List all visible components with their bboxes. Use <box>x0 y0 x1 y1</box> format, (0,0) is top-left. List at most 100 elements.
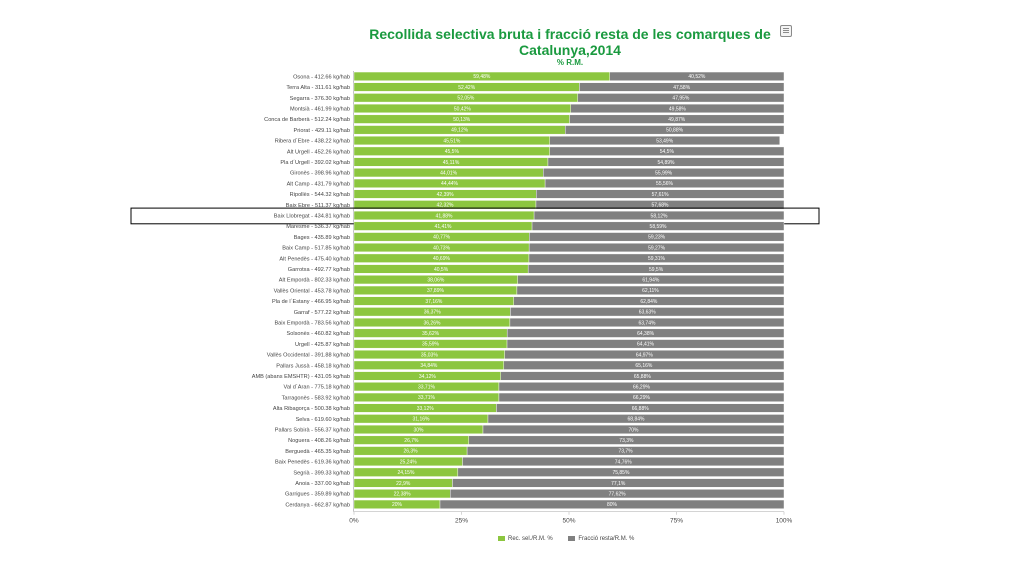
data-label-fraccio-resta: 66,29% <box>633 395 651 401</box>
export-icon[interactable] <box>780 25 792 37</box>
bar-fraccio-resta <box>531 221 785 231</box>
data-label-rec-sel: 40,69% <box>433 256 451 262</box>
data-label-rec-sel: 35,59% <box>422 342 440 348</box>
data-label-rec-sel: 41,88% <box>436 213 454 219</box>
data-label-rec-sel: 30% <box>413 427 424 433</box>
data-label-fraccio-resta: 65,88% <box>634 374 652 380</box>
category-label: AMB (abans EMSHTR) - 431.05 kg/hab <box>252 374 350 380</box>
category-label: Cerdanya - 662.87 kg/hab <box>285 502 350 508</box>
category-label: Alt Camp - 431.79 kg/hab <box>287 181 350 187</box>
bar-fraccio-resta <box>535 200 785 210</box>
category-label: Baix Penedès - 619.36 kg/hab <box>275 460 350 466</box>
x-tick-label: 100% <box>776 518 793 525</box>
bar-fraccio-resta <box>536 189 785 199</box>
bar-fraccio-resta <box>500 371 785 381</box>
data-label-rec-sel: 42,39% <box>437 192 455 198</box>
data-label-fraccio-resta: 57,61% <box>652 192 670 198</box>
data-label-fraccio-resta: 55,99% <box>655 170 673 176</box>
category-label: Baix Empordà - 783.56 kg/hab <box>274 320 350 326</box>
data-label-rec-sel: 38,06% <box>427 277 445 283</box>
category-label: Baix Llobregat - 434.81 kg/hab <box>274 213 350 219</box>
category-label: Garraf - 577.22 kg/hab <box>294 310 350 316</box>
bar-fraccio-resta <box>544 178 785 188</box>
chart-legend: Rec. sel./R.M. % Fracció resta/R.M. % <box>498 536 648 542</box>
data-label-rec-sel: 33,71% <box>418 395 436 401</box>
legend-item-fraccio-resta[interactable]: Fracció resta/R.M. % <box>568 536 634 542</box>
bar-fraccio-resta <box>513 296 785 306</box>
bar-fraccio-resta <box>527 264 785 274</box>
category-label: Terra Alta - 311.61 kg/hab <box>286 85 350 91</box>
data-label-fraccio-resta: 61,94% <box>642 277 660 283</box>
data-label-fraccio-resta: 49,87% <box>668 117 686 123</box>
data-label-rec-sel: 41,41% <box>435 224 453 230</box>
data-label-fraccio-resta: 58,59% <box>650 224 668 230</box>
x-tick-label: 50% <box>562 518 575 525</box>
category-label: Berguedà - 465.35 kg/hab <box>285 449 350 455</box>
bar-fraccio-resta <box>569 114 785 124</box>
x-tick-label: 0% <box>349 518 359 525</box>
data-label-fraccio-resta: 80% <box>607 502 618 508</box>
data-label-rec-sel: 45,51% <box>443 138 461 144</box>
data-label-fraccio-resta: 62,84% <box>640 299 658 305</box>
bar-fraccio-resta <box>528 253 785 263</box>
category-label: Pallars Jussà - 458.18 kg/hab <box>276 363 350 369</box>
bar-fraccio-resta <box>565 125 785 135</box>
category-label: Garrotxa - 492.77 kg/hab <box>288 267 350 273</box>
data-label-rec-sel: 22,38% <box>394 491 412 497</box>
data-label-rec-sel: 26,7% <box>404 438 419 444</box>
bar-fraccio-resta <box>452 478 785 488</box>
data-label-rec-sel: 34,12% <box>419 374 437 380</box>
legend-swatch-fraccio-resta <box>568 536 576 541</box>
data-label-rec-sel: 34,84% <box>420 363 438 369</box>
data-label-rec-sel: 31,16% <box>413 417 431 423</box>
data-label-rec-sel: 35,62% <box>422 331 440 337</box>
bar-fraccio-resta <box>468 435 785 445</box>
data-label-fraccio-resta: 49,58% <box>669 106 687 112</box>
data-label-fraccio-resta: 40,52% <box>688 74 706 80</box>
data-label-fraccio-resta: 73,3% <box>619 438 634 444</box>
category-label: Baix Ebre - 511.37 kg/hab <box>286 203 350 209</box>
category-label: Bages - 435.89 kg/hab <box>294 235 350 241</box>
data-label-rec-sel: 35,03% <box>421 352 439 358</box>
category-label: Gironès - 398.96 kg/hab <box>290 171 350 177</box>
category-label: Priorat - 429.11 kg/hab <box>294 128 351 134</box>
data-label-fraccio-resta: 66,29% <box>633 384 651 390</box>
data-label-rec-sel: 26,3% <box>403 449 418 455</box>
legend-item-rec-sel[interactable]: Rec. sel./R.M. % <box>498 536 553 542</box>
category-label: Solsonès - 460.82 kg/hab <box>287 331 350 337</box>
bar-fraccio-resta <box>450 489 785 499</box>
chart-title: Recollida selectiva bruta i fracció rest… <box>369 26 771 58</box>
data-label-rec-sel: 45,5% <box>445 149 460 155</box>
category-label: Ripollès - 544.32 kg/hab <box>290 192 350 198</box>
data-label-fraccio-resta: 63,74% <box>638 320 656 326</box>
category-label: Conca de Barberà - 512.24 kg/hab <box>264 117 350 123</box>
category-label: Ribera d´Ebre - 438.22 kg/hab <box>275 139 350 145</box>
data-label-rec-sel: 52,42% <box>458 85 476 91</box>
bar-fraccio-resta <box>570 103 785 113</box>
bar-fraccio-resta <box>457 467 785 477</box>
data-label-fraccio-resta: 70% <box>628 427 639 433</box>
bar-fraccio-resta <box>462 457 785 467</box>
category-label: Selva - 619.60 kg/hab <box>296 417 350 423</box>
data-label-rec-sel: 40,5% <box>434 267 449 273</box>
x-tick-label: 75% <box>670 518 683 525</box>
bar-fraccio-resta <box>517 275 785 285</box>
data-label-rec-sel: 36,37% <box>424 310 442 316</box>
category-label: Tarragonès - 583.92 kg/hab <box>282 395 350 401</box>
category-label: Osona - 412.66 kg/hab <box>293 74 350 80</box>
data-label-rec-sel: 33,12% <box>417 406 435 412</box>
category-label: Montsià - 461.99 kg/hab <box>290 106 350 112</box>
data-label-fraccio-resta: 64,41% <box>637 342 655 348</box>
bar-fraccio-resta <box>549 146 785 156</box>
bar-fraccio-resta <box>487 414 785 424</box>
category-label: Vallès Occidental - 391.88 kg/hab <box>267 353 350 359</box>
data-label-fraccio-resta: 77,1% <box>611 481 626 487</box>
data-label-rec-sel: 50,42% <box>454 106 472 112</box>
bar-fraccio-resta <box>504 350 785 360</box>
data-label-rec-sel: 33,71% <box>418 384 436 390</box>
category-label: Pla de l´Estany - 466.95 kg/hab <box>272 299 350 305</box>
bar-fraccio-resta <box>549 136 780 146</box>
bar-fraccio-resta <box>577 93 785 103</box>
data-label-fraccio-resta: 50,88% <box>666 128 684 134</box>
data-label-fraccio-resta: 65,16% <box>635 363 653 369</box>
